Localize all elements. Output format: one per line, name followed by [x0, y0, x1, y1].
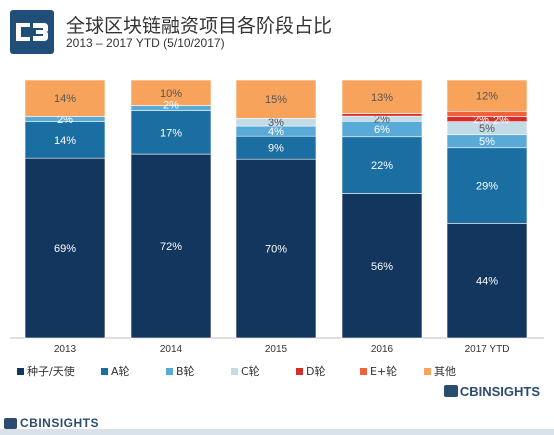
bar-segment-2014-1 [130, 110, 212, 155]
chart-subtitle: 2013 – 2017 YTD (5/10/2017) [66, 36, 225, 50]
data-label-extra-0: 2% [163, 100, 179, 112]
legend-swatch-3 [231, 367, 238, 375]
bar-segment-2016-0 [341, 193, 423, 339]
x-tick-label-2016: 2016 [371, 344, 394, 355]
bar-segment-2015-0 [235, 158, 317, 339]
data-label-2017-YTD-6: 12% [476, 91, 498, 103]
bar-segment-2017-YTD-6 [446, 79, 528, 112]
legend-item-3: C轮 [231, 363, 260, 379]
footer-brand-text: CBINSIGHTS [20, 416, 100, 430]
legend-swatch-2 [166, 367, 173, 375]
legend-label-2: B轮 [176, 365, 195, 378]
legend-swatch-4 [296, 367, 303, 375]
legend-label-4: D轮 [306, 365, 326, 378]
x-tick-label-2013: 2013 [54, 344, 77, 355]
legend-item-6: 其他 [424, 363, 456, 379]
data-label-2016-6: 13% [371, 92, 393, 104]
data-label-2017-YTD-2: 5% [479, 136, 495, 148]
data-label-2016-1: 22% [371, 160, 393, 172]
bar-segment-2014-0 [130, 153, 212, 339]
cb-footer-icon [4, 418, 17, 429]
data-label-2015-2: 4% [268, 126, 284, 138]
data-label-2017-YTD-4: 2% [473, 114, 489, 126]
cb-brand-icon [443, 385, 458, 397]
legend-label-6: 其他 [434, 365, 456, 378]
footer-bar: CBINSIGHTS [0, 413, 554, 435]
legend-label-0: 种子/天使 [27, 365, 75, 378]
bar-segment-2015-6 [235, 79, 317, 119]
data-label-2015-1: 9% [268, 143, 284, 155]
x-tick-label-2017-YTD: 2017 YTD [465, 344, 510, 355]
chart-legend: 种子/天使 A轮 B轮 C轮 D轮 E+轮 其他 [0, 363, 554, 379]
bar-segment-2017-YTD-0 [446, 223, 528, 339]
data-label-2016-3: 2% [374, 114, 390, 126]
data-label-2013-0: 69% [54, 243, 76, 255]
bar-segment-2014-6 [130, 79, 212, 106]
bar-segment-2017-YTD-1 [446, 147, 528, 224]
legend-label-5: E+轮 [370, 365, 398, 378]
data-label-2017-YTD-0: 44% [476, 276, 498, 288]
data-label-2013-6: 14% [54, 93, 76, 105]
data-label-2017-YTD-1: 29% [476, 181, 498, 193]
bar-segment-2016-4 [341, 113, 423, 117]
legend-label-3: C轮 [241, 365, 260, 378]
legend-item-4: D轮 [296, 363, 325, 379]
bar-segment-2016-1 [341, 136, 423, 194]
data-label-2015-3: 3% [268, 117, 284, 129]
legend-item-5: E+轮 [360, 363, 397, 379]
bar-segment-2013-0 [24, 157, 106, 339]
legend-item-0: 种子/天使 [17, 363, 75, 379]
cb-insights-logo [10, 10, 54, 54]
data-label-2016-2: 6% [374, 124, 390, 136]
bar-segment-2016-6 [341, 79, 423, 114]
x-tick-label-2015: 2015 [265, 344, 288, 355]
bar-segment-2017-YTD-5 [446, 110, 528, 117]
data-label-2014-6: 10% [160, 88, 182, 100]
data-label-2017-YTD-5: 2% [493, 114, 509, 126]
data-label-2015-6: 15% [265, 94, 287, 106]
cb-brand-right-text: CBINSIGHTS [459, 384, 540, 399]
cb-insights-brand-right: CBINSIGHTS [443, 384, 540, 399]
legend-swatch-5 [360, 367, 367, 375]
legend-swatch-0 [17, 367, 24, 375]
footer-band [0, 429, 554, 435]
bar-segment-2013-1 [24, 121, 106, 159]
data-label-2013-2: 2% [57, 114, 73, 126]
data-label-2014-1: 17% [160, 127, 182, 139]
x-tick-label-2014: 2014 [160, 344, 183, 355]
legend-item-1: A轮 [101, 363, 130, 379]
legend-swatch-6 [424, 367, 431, 375]
legend-item-2: B轮 [166, 363, 195, 379]
data-label-2016-0: 56% [371, 261, 393, 273]
data-label-2017-YTD-3: 5% [479, 123, 495, 135]
legend-label-1: A轮 [111, 365, 130, 378]
legend-swatch-1 [101, 367, 108, 375]
data-label-2014-0: 72% [160, 241, 182, 253]
stacked-bar-chart: 69%14%2%14%201372%17%10%2%201470%9%4%3%1… [10, 79, 544, 355]
bar-segment-2013-6 [24, 79, 106, 117]
data-label-2013-1: 14% [54, 135, 76, 147]
data-label-2015-0: 70% [265, 244, 287, 256]
chart-title: 全球区块链融资项目各阶段占比 [66, 15, 333, 37]
